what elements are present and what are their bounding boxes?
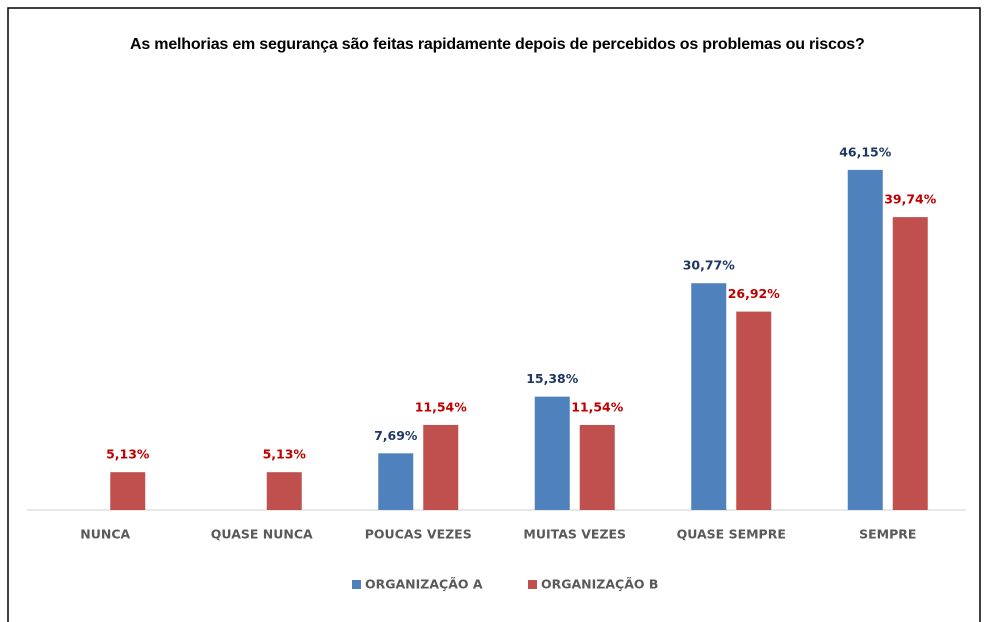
x-tick-label: SEMPRE xyxy=(859,527,916,542)
data-label: 26,92% xyxy=(728,286,781,301)
data-label: 15,38% xyxy=(526,371,579,386)
data-label: 5,13% xyxy=(106,447,150,462)
frame xyxy=(7,7,981,622)
x-tick-label: NUNCA xyxy=(80,527,130,542)
data-label: 39,74% xyxy=(884,192,937,207)
x-tick-label: QUASE SEMPRE xyxy=(677,527,786,542)
x-tick-label: POUCAS VEZES xyxy=(365,527,472,542)
bar xyxy=(266,472,302,510)
bar xyxy=(378,453,414,510)
data-label: 7,69% xyxy=(374,428,418,443)
data-label: 5,13% xyxy=(263,447,307,462)
x-tick-label: MUITAS VEZES xyxy=(523,527,626,542)
bar xyxy=(691,283,727,510)
bar xyxy=(423,424,459,510)
legend-label: ORGANIZAÇÃO A xyxy=(365,577,483,592)
bar xyxy=(579,424,615,510)
data-label: 11,54% xyxy=(415,399,468,414)
bar xyxy=(534,396,570,510)
bar xyxy=(736,311,772,510)
legend-swatch xyxy=(352,580,361,589)
bar xyxy=(892,217,928,510)
bar xyxy=(110,472,146,510)
data-label: 30,77% xyxy=(683,258,736,273)
legend-label: ORGANIZAÇÃO B xyxy=(541,577,658,592)
data-label: 46,15% xyxy=(839,144,892,159)
legend-swatch xyxy=(528,580,537,589)
chart-title: As melhorias em segurança são feitas rap… xyxy=(130,36,865,53)
data-label: 11,54% xyxy=(571,399,624,414)
bar xyxy=(847,169,883,510)
x-tick-label: QUASE NUNCA xyxy=(211,527,313,542)
